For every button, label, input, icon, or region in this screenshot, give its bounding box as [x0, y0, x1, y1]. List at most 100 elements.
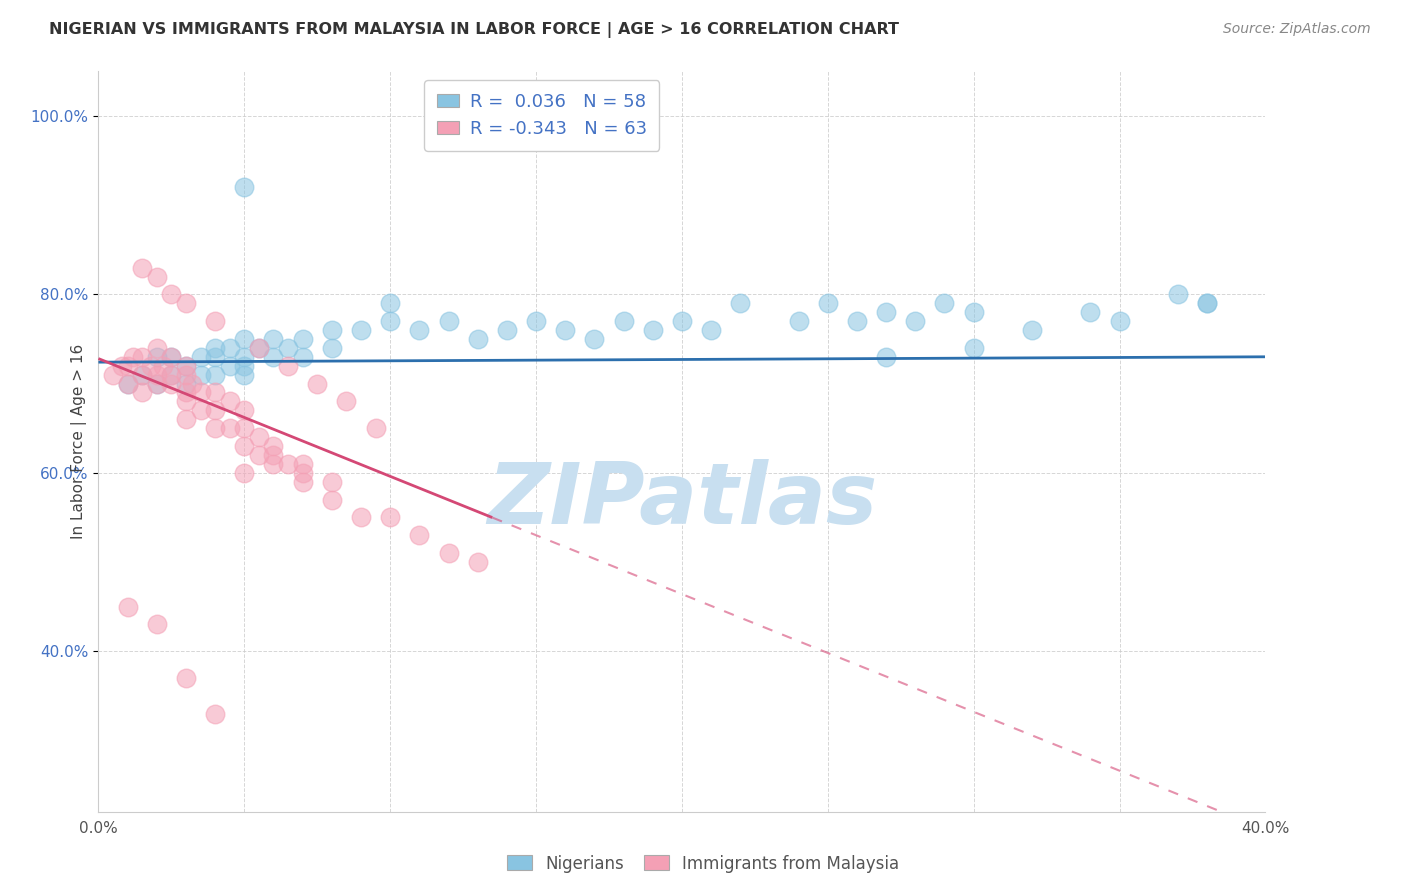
- Point: [1080, 305, 1102, 319]
- Point: [554, 323, 576, 337]
- Point: [496, 323, 519, 337]
- Point: [174, 376, 197, 391]
- Point: [174, 368, 197, 382]
- Point: [262, 457, 284, 471]
- Point: [233, 466, 256, 480]
- Point: [380, 314, 402, 328]
- Point: [152, 359, 174, 373]
- Point: [131, 368, 153, 382]
- Point: [962, 305, 984, 319]
- Point: [139, 359, 162, 373]
- Point: [277, 341, 299, 355]
- Point: [146, 376, 169, 391]
- Point: [233, 350, 256, 364]
- Point: [262, 448, 284, 462]
- Point: [204, 368, 226, 382]
- Point: [817, 296, 839, 310]
- Point: [131, 260, 153, 275]
- Point: [846, 314, 869, 328]
- Point: [146, 269, 169, 284]
- Point: [408, 323, 430, 337]
- Point: [204, 706, 226, 721]
- Point: [321, 323, 343, 337]
- Point: [1167, 287, 1189, 301]
- Point: [146, 350, 169, 364]
- Point: [247, 448, 270, 462]
- Point: [1021, 323, 1043, 337]
- Point: [180, 376, 202, 391]
- Point: [204, 350, 226, 364]
- Point: [380, 510, 402, 524]
- Point: [204, 403, 226, 417]
- Point: [1195, 296, 1218, 310]
- Point: [190, 350, 212, 364]
- Point: [875, 305, 897, 319]
- Point: [218, 421, 240, 435]
- Legend: Nigerians, Immigrants from Malaysia: Nigerians, Immigrants from Malaysia: [501, 848, 905, 880]
- Point: [233, 421, 256, 435]
- Point: [146, 341, 169, 355]
- Point: [174, 671, 197, 685]
- Point: [233, 368, 256, 382]
- Point: [380, 296, 402, 310]
- Point: [1108, 314, 1130, 328]
- Point: [160, 350, 183, 364]
- Point: [233, 180, 256, 194]
- Point: [904, 314, 927, 328]
- Point: [131, 385, 153, 400]
- Point: [962, 341, 984, 355]
- Point: [875, 350, 897, 364]
- Point: [700, 323, 723, 337]
- Point: [204, 314, 226, 328]
- Point: [467, 555, 489, 569]
- Point: [218, 394, 240, 409]
- Point: [160, 368, 183, 382]
- Point: [787, 314, 810, 328]
- Point: [291, 475, 314, 489]
- Point: [117, 376, 139, 391]
- Point: [190, 368, 212, 382]
- Point: [174, 296, 197, 310]
- Point: [437, 546, 460, 560]
- Point: [262, 332, 284, 346]
- Point: [111, 359, 134, 373]
- Point: [160, 287, 183, 301]
- Point: [291, 466, 314, 480]
- Point: [612, 314, 634, 328]
- Point: [117, 376, 139, 391]
- Point: [1195, 296, 1218, 310]
- Point: [122, 350, 145, 364]
- Point: [247, 341, 270, 355]
- Point: [160, 376, 183, 391]
- Point: [233, 439, 256, 453]
- Point: [350, 510, 373, 524]
- Point: [291, 332, 314, 346]
- Point: [160, 368, 183, 382]
- Point: [233, 359, 256, 373]
- Point: [641, 323, 664, 337]
- Point: [437, 314, 460, 328]
- Point: [291, 350, 314, 364]
- Point: [321, 475, 343, 489]
- Point: [321, 341, 343, 355]
- Point: [117, 599, 139, 614]
- Point: [524, 314, 547, 328]
- Point: [321, 492, 343, 507]
- Point: [233, 332, 256, 346]
- Point: [174, 359, 197, 373]
- Point: [671, 314, 693, 328]
- Point: [174, 385, 197, 400]
- Point: [467, 332, 489, 346]
- Point: [160, 350, 183, 364]
- Point: [730, 296, 752, 310]
- Point: [247, 430, 270, 444]
- Point: [131, 368, 153, 382]
- Point: [583, 332, 606, 346]
- Point: [204, 385, 226, 400]
- Point: [174, 359, 197, 373]
- Point: [146, 617, 169, 632]
- Point: [262, 350, 284, 364]
- Point: [262, 439, 284, 453]
- Point: [364, 421, 387, 435]
- Text: Source: ZipAtlas.com: Source: ZipAtlas.com: [1223, 22, 1371, 37]
